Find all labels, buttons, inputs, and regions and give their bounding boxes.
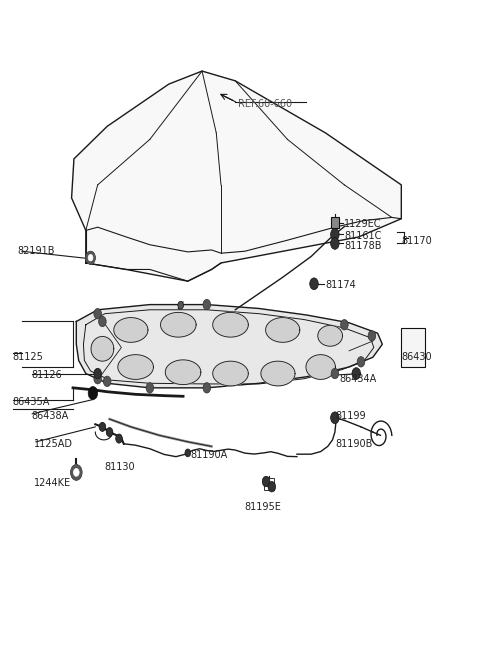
Bar	[264, 478, 274, 490]
Bar	[331, 217, 339, 228]
Polygon shape	[91, 337, 114, 361]
Circle shape	[352, 367, 360, 379]
Circle shape	[262, 476, 270, 487]
Circle shape	[71, 464, 82, 480]
Circle shape	[331, 228, 339, 240]
Circle shape	[71, 464, 82, 480]
Text: 81170: 81170	[401, 236, 432, 246]
Text: 86435A: 86435A	[12, 397, 49, 407]
Bar	[401, 328, 425, 367]
Polygon shape	[118, 355, 154, 379]
Circle shape	[357, 357, 365, 367]
Circle shape	[331, 412, 339, 424]
Circle shape	[185, 449, 191, 457]
Text: 81174: 81174	[325, 280, 356, 290]
Text: 81161C: 81161C	[344, 231, 382, 241]
Circle shape	[203, 382, 211, 393]
Polygon shape	[213, 312, 248, 337]
Text: 1125AD: 1125AD	[34, 439, 72, 449]
Text: 1129EC: 1129EC	[344, 219, 382, 229]
Circle shape	[94, 308, 101, 319]
Circle shape	[368, 331, 376, 341]
Circle shape	[86, 251, 96, 264]
Circle shape	[99, 422, 106, 432]
Circle shape	[146, 382, 154, 393]
Circle shape	[86, 251, 96, 264]
Text: 81126: 81126	[31, 371, 62, 380]
Polygon shape	[160, 312, 196, 337]
Circle shape	[98, 316, 106, 327]
Polygon shape	[318, 325, 342, 346]
Text: 82191B: 82191B	[17, 246, 55, 256]
Circle shape	[116, 434, 122, 443]
Circle shape	[203, 299, 211, 310]
Text: 86434A: 86434A	[340, 374, 377, 384]
Circle shape	[341, 319, 348, 330]
Polygon shape	[114, 318, 148, 342]
Text: 86430: 86430	[401, 352, 432, 362]
Circle shape	[88, 386, 97, 400]
Text: 81178B: 81178B	[344, 241, 382, 251]
Text: 1244KE: 1244KE	[34, 478, 71, 488]
Circle shape	[94, 373, 101, 384]
Text: 81190B: 81190B	[335, 439, 372, 449]
Polygon shape	[306, 355, 336, 379]
Circle shape	[94, 368, 101, 379]
Circle shape	[106, 428, 113, 437]
Circle shape	[268, 482, 276, 492]
Polygon shape	[165, 360, 201, 384]
Polygon shape	[261, 361, 295, 386]
Circle shape	[178, 301, 183, 309]
Circle shape	[331, 368, 339, 379]
Text: 81125: 81125	[12, 352, 43, 362]
Polygon shape	[72, 71, 401, 281]
Polygon shape	[76, 304, 383, 388]
Circle shape	[103, 376, 111, 386]
Text: 81130: 81130	[105, 462, 135, 472]
Polygon shape	[265, 318, 300, 342]
Circle shape	[331, 237, 339, 249]
Text: 81199: 81199	[335, 411, 365, 420]
Text: REF.60-660: REF.60-660	[238, 98, 292, 109]
Circle shape	[88, 255, 93, 261]
Text: 81190A: 81190A	[190, 450, 228, 460]
Polygon shape	[213, 361, 248, 386]
Text: 81195E: 81195E	[245, 502, 282, 512]
Text: 86438A: 86438A	[31, 411, 69, 421]
Circle shape	[310, 278, 318, 289]
Circle shape	[73, 468, 79, 476]
Circle shape	[75, 470, 78, 474]
